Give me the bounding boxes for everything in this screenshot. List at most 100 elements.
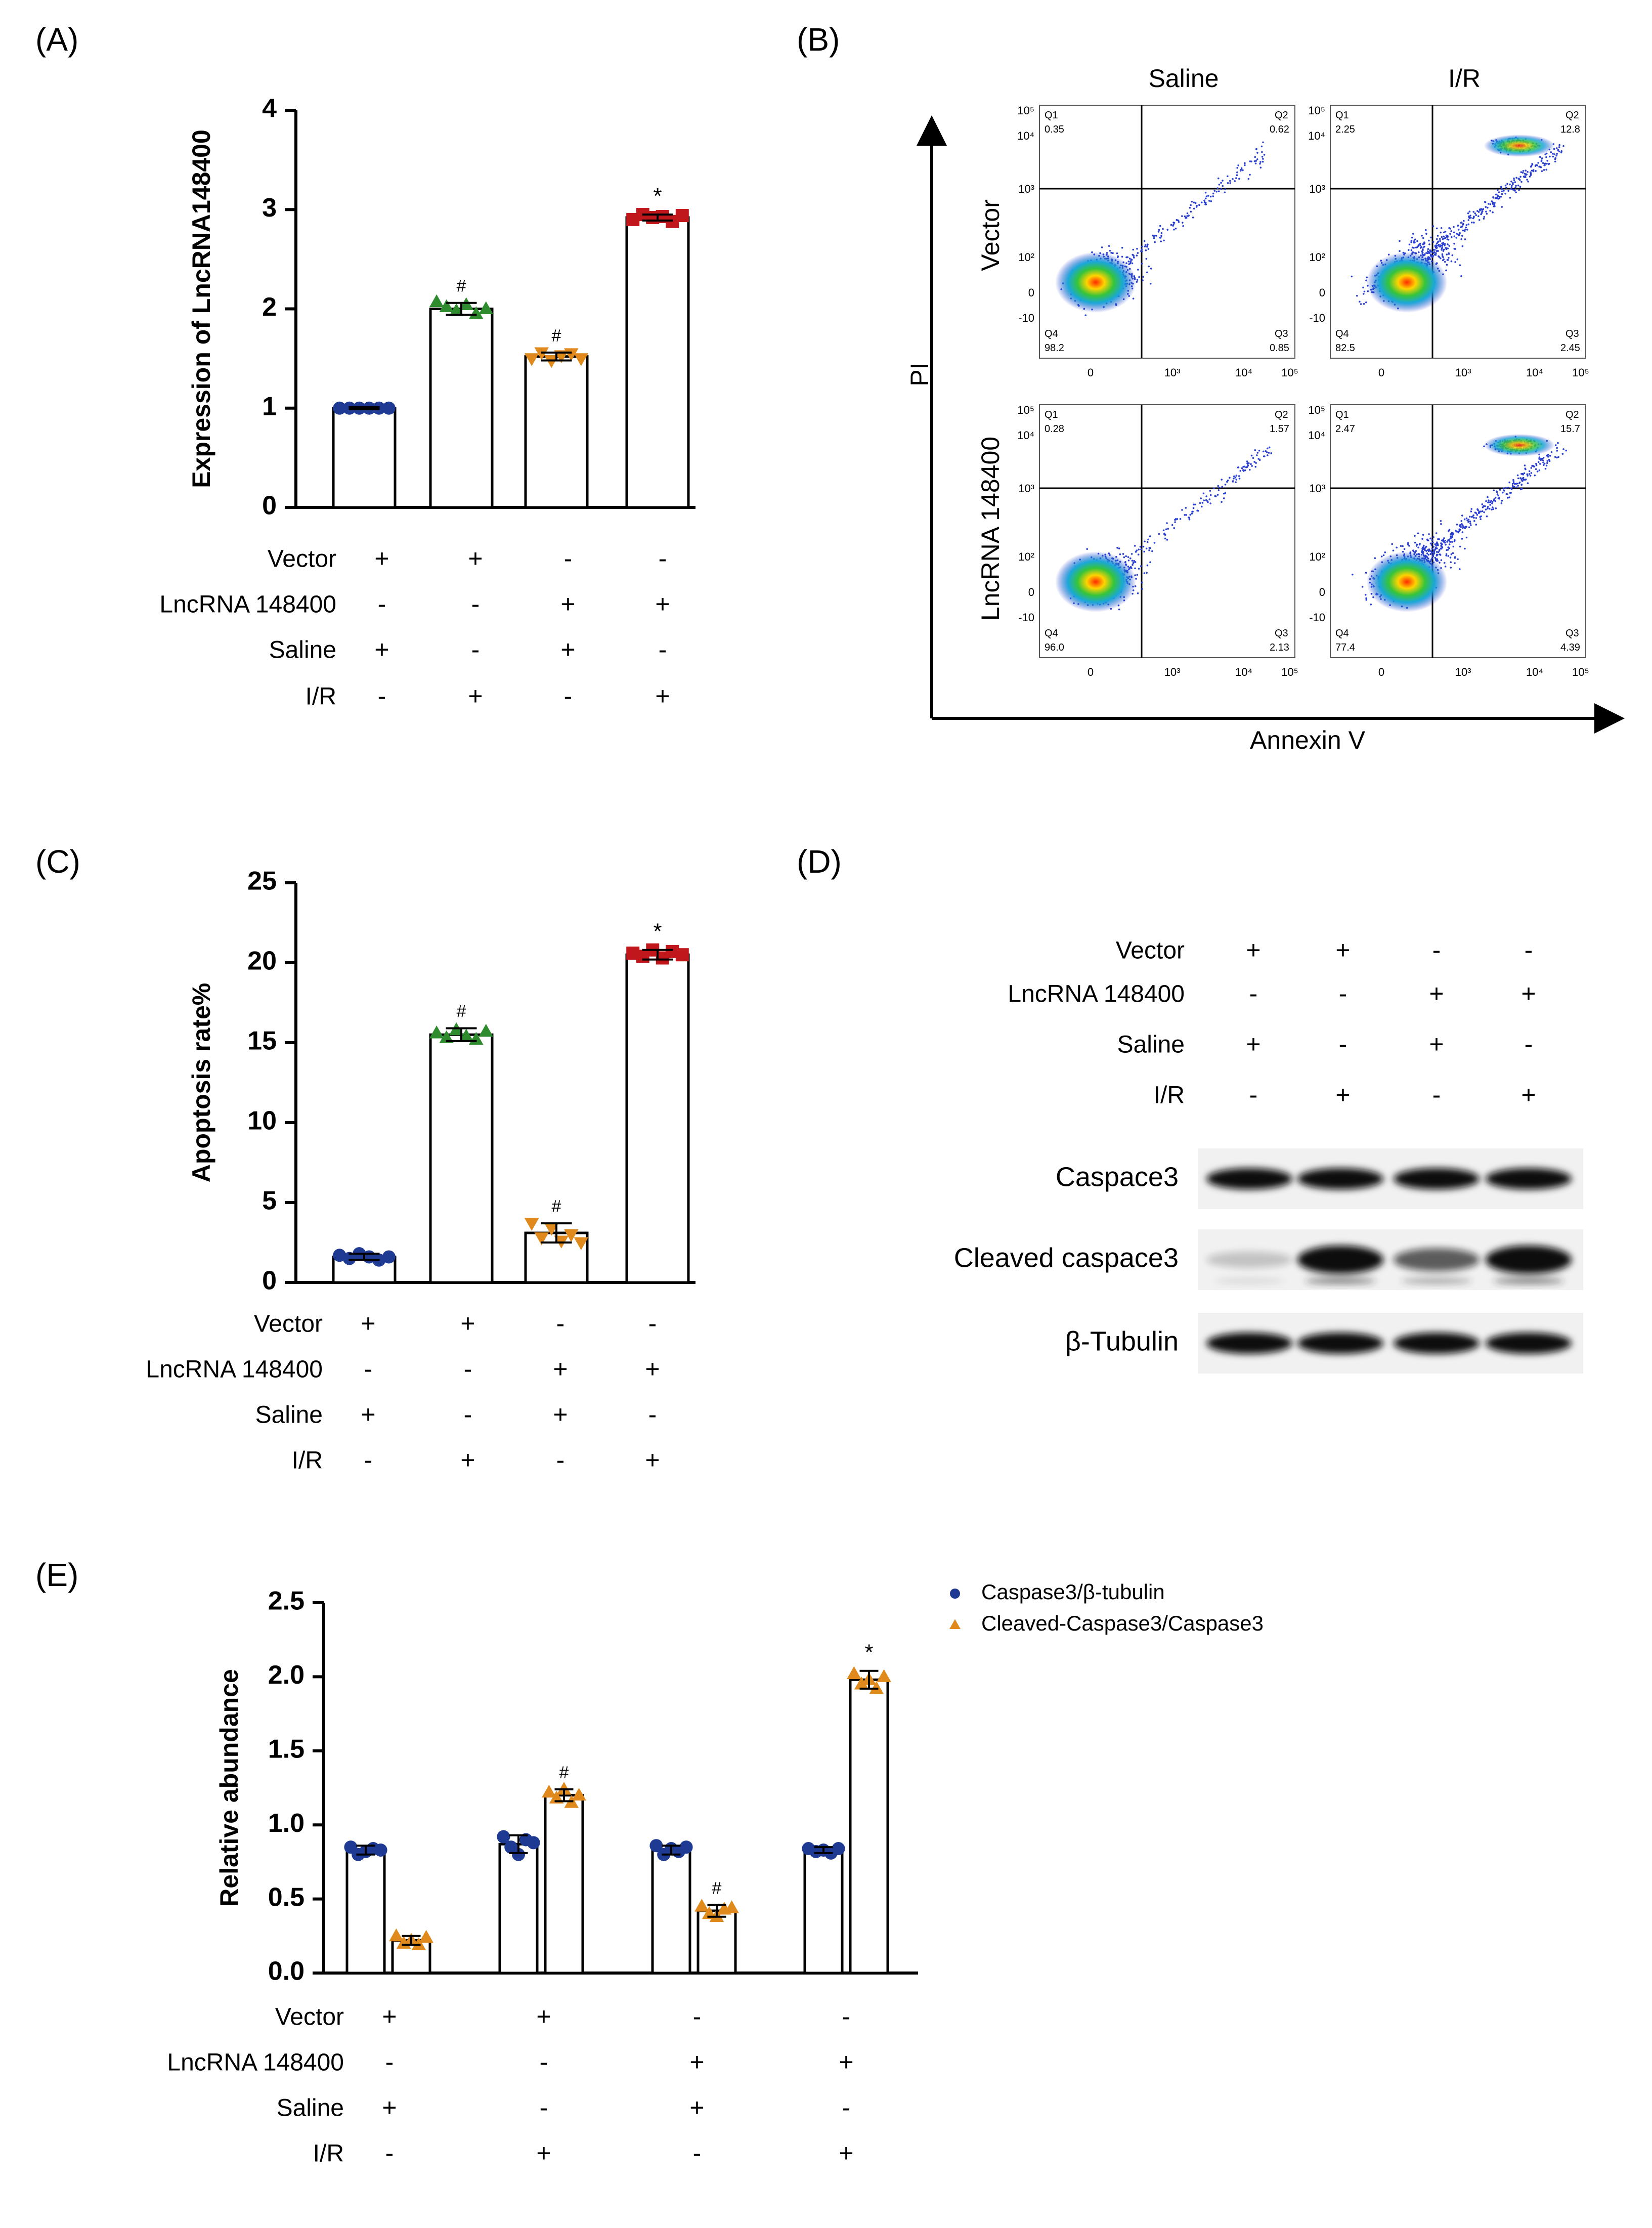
flow-dot: [1262, 160, 1264, 163]
chart-e-y-tick-label: 2.0: [268, 1660, 305, 1690]
flow-dot: [1466, 519, 1468, 522]
flow-dot: [1160, 240, 1162, 243]
flow-dot: [1209, 490, 1211, 492]
flow-dot: [1457, 558, 1459, 561]
flow-dot: [1188, 517, 1191, 519]
flow-dot: [1244, 164, 1246, 166]
flow-dot: [1108, 245, 1110, 247]
flow-dot: [1488, 499, 1490, 501]
flow-dot: [1473, 222, 1475, 224]
flow-q3-value: 0.85: [1270, 342, 1289, 354]
flow-dot: [1204, 191, 1207, 194]
flow-x-tick-label: 10³: [1164, 366, 1181, 379]
flow-dot: [1362, 286, 1364, 289]
chart-e-treatment-sign: -: [693, 2139, 702, 2167]
flow-q3-value: 2.45: [1560, 342, 1580, 354]
flow-dot: [1128, 258, 1131, 260]
flow-dot: [1363, 303, 1365, 305]
flow-dot: [1501, 500, 1503, 502]
flow-dot: [1213, 487, 1215, 490]
flow-dot: [1483, 218, 1485, 220]
flow-dot: [1463, 230, 1466, 232]
flow-dot: [1440, 520, 1442, 522]
flow-dot: [1458, 568, 1461, 570]
flow-dot: [1422, 544, 1425, 547]
flow-dot: [1447, 548, 1449, 551]
western-treatment-sign: -: [1249, 979, 1258, 1008]
flow-dot: [1485, 508, 1487, 510]
flow-dot: [1250, 463, 1252, 465]
chart-a-bar: [625, 216, 690, 509]
flow-dot: [1202, 492, 1205, 495]
chart-e-treatment-sign: +: [689, 2093, 704, 2122]
chart-e-y-tick-label: 2.5: [268, 1587, 305, 1616]
flow-density-q2: [1484, 434, 1555, 456]
chart-c-point: [459, 1029, 474, 1042]
flow-dot: [1422, 237, 1424, 239]
flow-dot: [1436, 558, 1439, 561]
flow-dot: [1450, 230, 1453, 232]
flow-dot: [1359, 301, 1361, 303]
chart-a-treatment-row-label: I/R: [306, 683, 336, 710]
chart-e-y-axis-label: Relative abundance: [215, 1669, 243, 1907]
flow-dot: [1526, 179, 1528, 181]
flow-dot: [1199, 502, 1201, 504]
flow-dot: [1485, 210, 1487, 213]
flow-dot: [1535, 463, 1537, 465]
chart-e-cleaved-point: [877, 1669, 891, 1682]
flow-dot: [1216, 494, 1219, 496]
flow-dot: [1445, 269, 1447, 272]
flow-y-tick-label: 10³: [1309, 482, 1325, 495]
flow-dot: [1374, 557, 1376, 560]
flow-dot: [1541, 170, 1543, 173]
flow-dot: [1476, 513, 1479, 516]
flow-dot: [1552, 153, 1554, 155]
flow-dot: [1509, 183, 1511, 186]
flow-dot: [1469, 520, 1471, 523]
chart-e-cleaved-point: [847, 1666, 861, 1679]
flow-dot: [1432, 252, 1435, 254]
flow-dot: [1417, 245, 1419, 247]
flow-dot: [1432, 225, 1434, 227]
blot-row-label: Cleaved caspace3: [954, 1242, 1179, 1273]
flow-dot: [1118, 547, 1120, 549]
flow-dot: [1139, 545, 1142, 548]
flow-dot: [1492, 211, 1494, 213]
flow-dot: [1141, 588, 1143, 590]
flow-dot: [1229, 477, 1231, 479]
flow-dot: [1431, 555, 1433, 558]
flow-dot: [1437, 235, 1439, 237]
chart-c-treatment-sign: +: [645, 1446, 660, 1474]
western-treatment-row-label: Saline: [1117, 1032, 1185, 1058]
flow-dot: [1446, 253, 1448, 255]
flow-dot: [1255, 454, 1258, 456]
flow-dot: [1166, 522, 1168, 524]
flow-x-tick-label: 10⁵: [1281, 366, 1298, 379]
flow-y-tick-label: -10: [1018, 312, 1034, 324]
flow-dot: [1517, 477, 1519, 480]
flow-dot: [1235, 177, 1237, 179]
flow-dot: [1513, 486, 1515, 488]
flow-dot: [1476, 508, 1479, 510]
flow-dot: [1506, 497, 1509, 499]
flow-dot: [1441, 253, 1444, 255]
flow-dot: [1470, 510, 1472, 512]
flow-dot: [1530, 472, 1533, 474]
flow-dot: [1477, 211, 1480, 213]
flow-dot: [1191, 200, 1193, 203]
flow-dot: [1179, 518, 1182, 520]
flow-dot: [1548, 458, 1550, 461]
flow-dot: [1487, 506, 1489, 508]
flow-dot: [1446, 264, 1448, 266]
chart-c-significance: #: [552, 1197, 561, 1216]
flow-dot: [1537, 162, 1539, 164]
flow-dot: [1149, 547, 1151, 549]
flow-dot: [1496, 490, 1498, 492]
chart-c-point: [544, 1223, 559, 1236]
flow-dot: [1556, 456, 1558, 459]
flow-dot: [1263, 154, 1266, 156]
chart-c-point: [574, 1237, 589, 1250]
flow-q1-value: 2.47: [1335, 423, 1355, 435]
blot-band: [1394, 1333, 1480, 1354]
chart-a-point: [382, 401, 396, 415]
